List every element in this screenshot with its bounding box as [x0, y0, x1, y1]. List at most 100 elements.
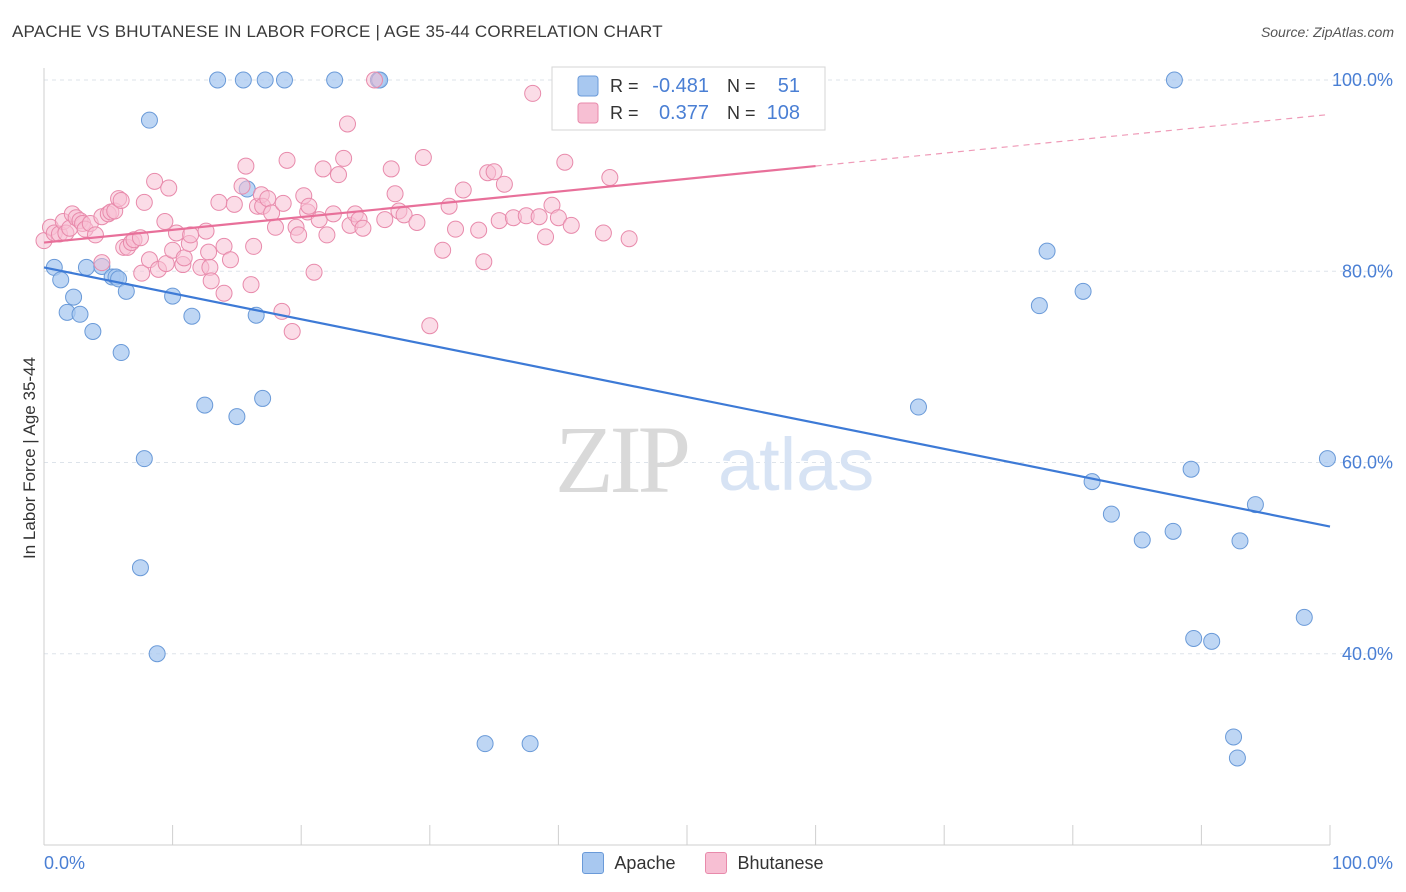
bhutanese-point: [382, 160, 400, 178]
bhutanese-point: [447, 220, 465, 238]
bhutanese-point: [524, 84, 542, 102]
bhutanese-point: [278, 151, 296, 169]
apache-point: [1030, 297, 1048, 315]
bhutanese-point: [434, 241, 452, 259]
bhutanese-point: [601, 169, 619, 187]
legend-item-bhutanese[interactable]: Bhutanese: [705, 852, 824, 874]
bottom-legend: Apache Bhutanese: [0, 852, 1406, 874]
bhutanese-point: [233, 177, 251, 195]
bhutanese-point: [386, 185, 404, 203]
r-label: R =: [610, 103, 639, 123]
bhutanese-point: [485, 163, 503, 181]
bhutanese-point: [440, 197, 458, 215]
bhutanese-point: [200, 243, 218, 261]
y-tick-label: 80.0%: [1342, 261, 1393, 281]
apache-point: [52, 271, 70, 289]
bhutanese-point: [549, 209, 567, 227]
bhutanese-point: [245, 237, 263, 255]
bhutanese-trend-line: [43, 164, 816, 244]
n-value: 108: [767, 102, 800, 124]
bhutanese-swatch: [705, 852, 728, 874]
chart-title: APACHE VS BHUTANESE IN LABOR FORCE | AGE…: [12, 22, 663, 41]
apache-point: [1102, 505, 1120, 523]
apache-point: [521, 735, 539, 753]
bhutanese-point: [259, 190, 277, 208]
bhutanese-point: [242, 276, 260, 294]
bhutanese-point: [215, 284, 233, 302]
bhutanese-point: [290, 226, 308, 244]
bhutanese-point: [335, 149, 353, 167]
apache-point: [1231, 532, 1249, 550]
stats-legend: R = -0.481 N = 51 R = 0.377 N = 108: [551, 66, 826, 131]
bhutanese-point: [329, 166, 347, 184]
source-attribution: Source: ZipAtlas.com: [1260, 24, 1394, 40]
bhutanese-stats-swatch: [577, 102, 599, 124]
apache-point: [1185, 629, 1203, 647]
bhutanese-point: [167, 224, 185, 242]
apache-trend-line: [43, 266, 1331, 528]
apache-point: [1164, 522, 1182, 540]
apache-swatch: [582, 852, 605, 874]
bhutanese-point: [175, 249, 193, 267]
apache-point: [228, 408, 246, 426]
apache-point: [1295, 608, 1313, 626]
apache-point: [234, 71, 252, 89]
y-tick-label: 100.0%: [1332, 70, 1393, 90]
bhutanese-point: [86, 226, 104, 244]
bhutanese-point: [376, 211, 394, 229]
legend-label-apache: Apache: [614, 852, 676, 873]
apache-point: [71, 305, 89, 323]
apache-point: [1182, 460, 1200, 478]
apache-point: [1165, 71, 1183, 89]
bhutanese-point: [300, 197, 318, 215]
apache-point: [164, 287, 182, 305]
apache-point: [131, 559, 149, 577]
n-label: N =: [727, 103, 756, 123]
apache-point: [65, 288, 83, 306]
bhutanese-point: [93, 254, 111, 272]
x-tick-label: 0.0%: [44, 853, 85, 873]
bhutanese-point: [556, 153, 574, 171]
bhutanese-point: [160, 179, 178, 197]
y-tick-label: 40.0%: [1342, 644, 1393, 664]
n-value: 51: [778, 75, 800, 97]
watermark-atlas: atlas: [718, 423, 874, 506]
bhutanese-point: [112, 191, 130, 209]
y-tick-label: 60.0%: [1342, 453, 1393, 473]
apache-point: [1038, 242, 1056, 260]
apache-point: [1074, 282, 1092, 300]
bhutanese-point: [237, 157, 255, 175]
apache-point: [326, 71, 344, 89]
legend-label-bhutanese: Bhutanese: [737, 852, 824, 873]
bhutanese-point: [454, 181, 472, 199]
apache-point: [476, 735, 494, 753]
apache-point: [1133, 531, 1151, 549]
bhutanese-point: [133, 264, 151, 282]
bhutanese-point: [146, 172, 164, 190]
bhutanese-point: [530, 208, 548, 226]
apache-point: [84, 322, 102, 340]
bhutanese-point: [408, 213, 426, 231]
apache-point: [254, 389, 272, 407]
apache-point: [77, 258, 95, 276]
bhutanese-point: [366, 71, 384, 89]
bhutanese-point: [210, 193, 228, 211]
bhutanese-point: [537, 228, 555, 246]
bhutanese-point: [354, 219, 372, 237]
watermark-zip: ZIP: [555, 406, 688, 513]
bhutanese-point: [338, 115, 356, 133]
apache-point: [135, 450, 153, 468]
apache-point: [112, 344, 130, 362]
bhutanese-point: [594, 224, 612, 242]
bhutanese-point: [225, 195, 243, 213]
apache-point: [1203, 632, 1221, 650]
apache-point: [275, 71, 293, 89]
apache-point: [148, 645, 166, 663]
legend-item-apache[interactable]: Apache: [582, 852, 675, 874]
bhutanese-point: [274, 194, 292, 212]
bhutanese-point: [414, 148, 432, 166]
apache-point: [1318, 450, 1336, 468]
x-tick-label: 100.0%: [1332, 853, 1393, 873]
apache-point: [183, 307, 201, 325]
